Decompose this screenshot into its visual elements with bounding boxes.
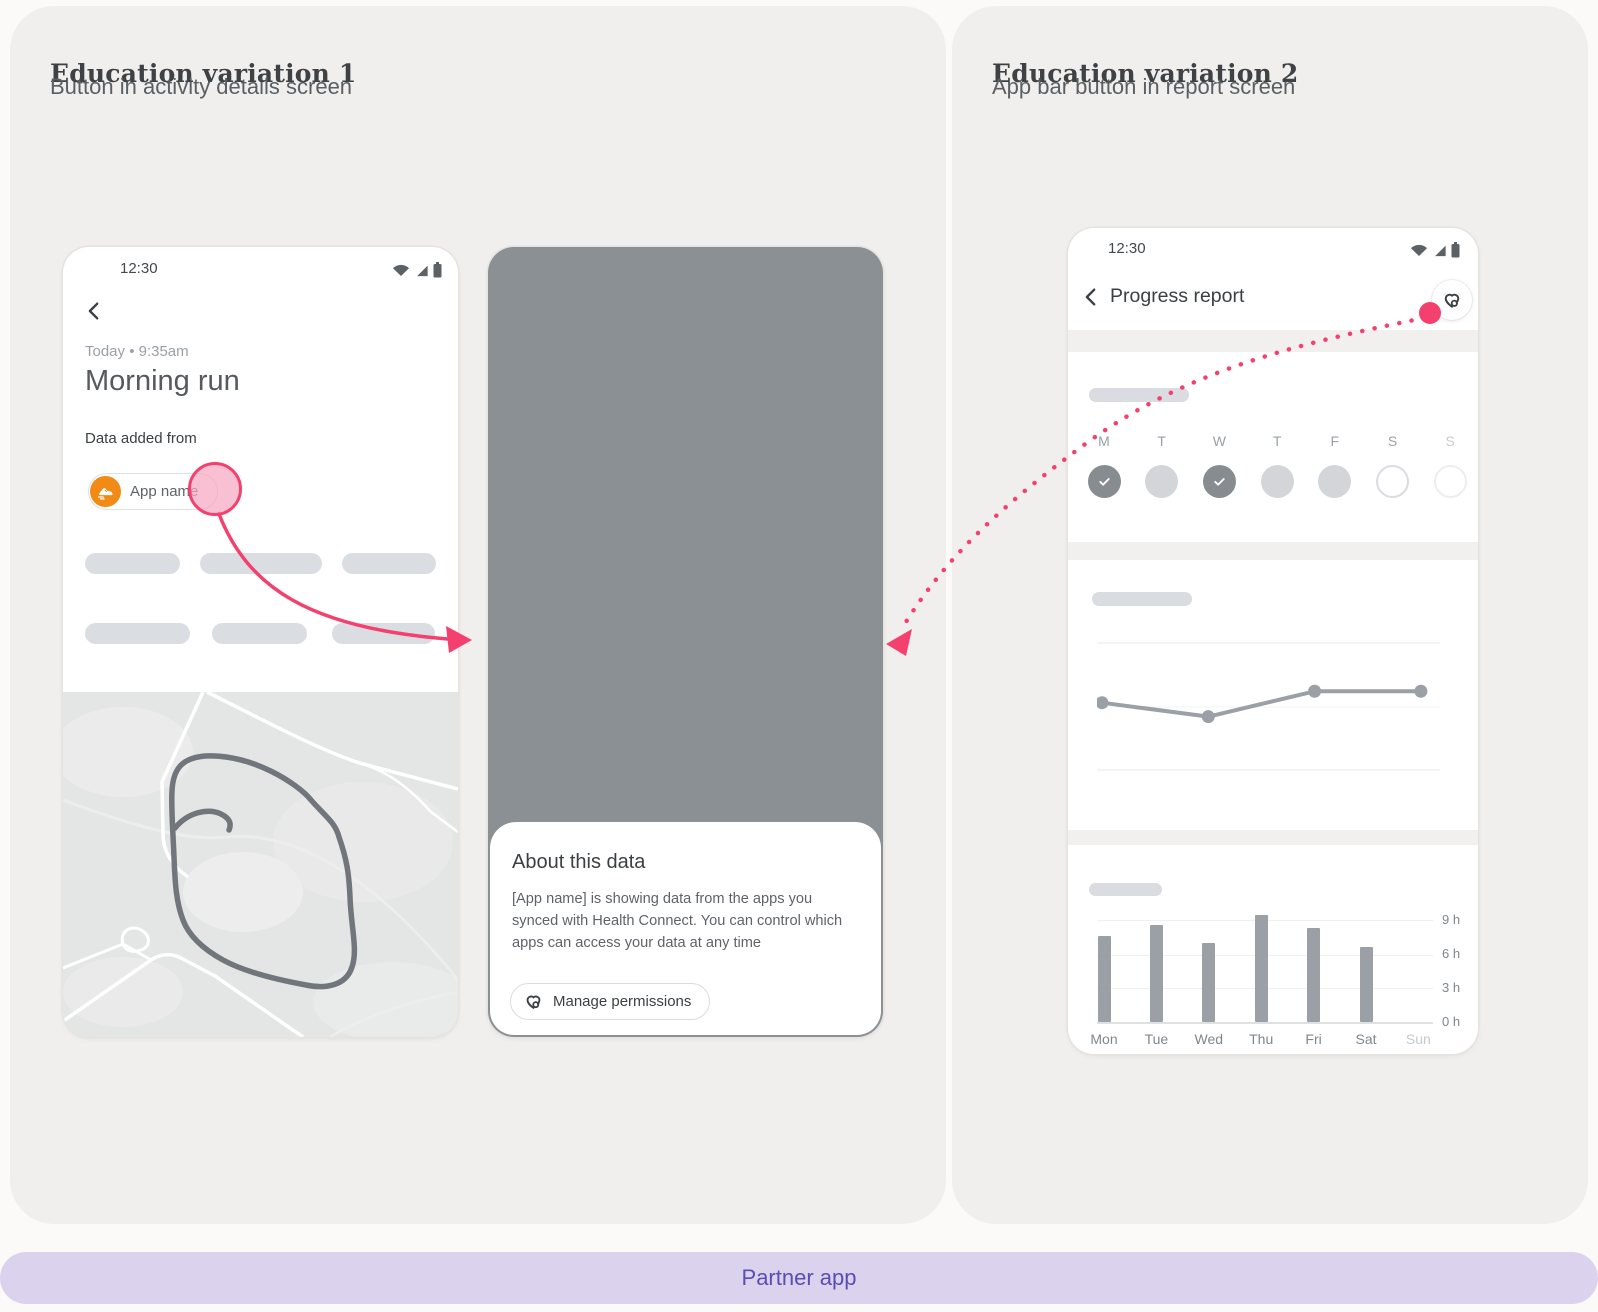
- x-axis-label: Thu: [1249, 1031, 1274, 1047]
- partner-app-bar: Partner app: [0, 1252, 1598, 1304]
- y-axis-tick: 3 h: [1442, 980, 1461, 995]
- placeholder-stat: [200, 553, 322, 574]
- app-chip-label: App name: [130, 483, 199, 500]
- status-icons: [392, 262, 442, 278]
- back-icon[interactable]: [1080, 286, 1102, 308]
- day-column: F: [1306, 433, 1364, 498]
- about-data-sheet-phone: About this data [App name] is showing da…: [488, 247, 883, 1037]
- check-icon: [1214, 478, 1225, 486]
- day-label: T: [1157, 433, 1166, 449]
- hours-bar-chart: 9 h 6 h 3 h 0 h Mon Tue Wed Thu Fri Sat Sun: [1068, 845, 1478, 1054]
- status-icons: [1410, 242, 1460, 258]
- manage-permissions-label: Manage permissions: [553, 993, 692, 1010]
- line-series: [1101, 689, 1421, 719]
- bar-tue: [1149, 924, 1163, 1022]
- placeholder-stat: [342, 553, 436, 574]
- day-label: W: [1212, 433, 1226, 449]
- battery-icon: [433, 262, 442, 278]
- placeholder-stat: [212, 623, 307, 644]
- day-circle-3[interactable]: [1202, 465, 1236, 498]
- day-column: W: [1190, 433, 1248, 498]
- day-label: S: [1387, 433, 1398, 449]
- day-column: T: [1248, 433, 1306, 498]
- cellular-signal-icon: [417, 265, 428, 277]
- placeholder-stat: [332, 623, 435, 644]
- day-column: S: [1421, 433, 1478, 498]
- bar-mon: [1097, 935, 1111, 1022]
- day-circle-5[interactable]: [1318, 465, 1352, 498]
- day-label: T: [1272, 433, 1282, 449]
- partner-app-label: Partner app: [741, 1265, 857, 1290]
- x-axis-label: Sat: [1355, 1031, 1377, 1047]
- y-axis-tick: 9 h: [1442, 912, 1461, 927]
- bar-sat: [1359, 947, 1373, 1022]
- running-shoe-icon: [90, 476, 121, 507]
- cellular-signal-icon: [1435, 245, 1446, 257]
- progress-report-phone: 12:30 Progress report M T W T F S S 9 h 6 h 3 h 0…: [1068, 228, 1478, 1054]
- back-icon[interactable]: [83, 300, 105, 322]
- sheet-body-text: [App name] is showing data from the apps…: [512, 891, 843, 951]
- axis-baseline: [1097, 1022, 1433, 1024]
- check-icon: [1098, 478, 1110, 486]
- wifi-icon: [1411, 244, 1427, 256]
- touch-indicator: [188, 462, 242, 516]
- status-time: 12:30: [1108, 240, 1146, 257]
- line-data-point: [1308, 684, 1322, 698]
- placeholder-heading: [1092, 592, 1192, 606]
- x-axis-label: Mon: [1090, 1031, 1118, 1047]
- line-data-point: [1414, 684, 1428, 698]
- data-added-from-label: Data added from: [85, 430, 197, 447]
- health-connect-icon: [526, 995, 541, 1009]
- day-circle-6[interactable]: [1376, 465, 1409, 498]
- line-data-point: [1097, 696, 1109, 710]
- wifi-icon: [393, 264, 409, 276]
- section-divider: [1068, 542, 1478, 560]
- bar-fri: [1307, 927, 1321, 1022]
- day-circle-4[interactable]: [1260, 465, 1294, 498]
- battery-icon: [1451, 242, 1460, 258]
- panel-title: Education variation 2: [992, 58, 1299, 88]
- section-divider: [1068, 330, 1478, 352]
- day-column: S: [1364, 433, 1422, 498]
- day-circle-2[interactable]: [1145, 465, 1179, 498]
- activity-timestamp: Today • 9:35am: [85, 343, 189, 360]
- activity-title: Morning run: [85, 365, 240, 397]
- x-axis-label: Sun: [1405, 1031, 1431, 1047]
- day-label: F: [1330, 433, 1340, 449]
- day-column: T: [1133, 433, 1191, 498]
- day-label: S: [1445, 433, 1455, 449]
- section-divider: [1068, 830, 1478, 845]
- run-route-path: [168, 753, 358, 990]
- status-time: 12:30: [120, 260, 158, 277]
- activity-details-phone: 12:30 Today • 9:35am Morning run Data ad…: [63, 247, 458, 1037]
- day-circle-1[interactable]: [1087, 465, 1121, 498]
- app-bar-title: Progress report: [1110, 285, 1245, 307]
- day-circle-7[interactable]: [1433, 465, 1467, 498]
- health-connect-appbar-button[interactable]: [1432, 280, 1472, 320]
- day-label: M: [1098, 433, 1110, 449]
- placeholder-heading: [1089, 883, 1162, 896]
- y-axis-tick: 0 h: [1442, 1014, 1461, 1029]
- manage-permissions-button[interactable]: Manage permissions: [510, 983, 711, 1020]
- sheet-title: About this data: [512, 851, 646, 873]
- health-connect-icon: [1444, 293, 1460, 308]
- bar-wed: [1202, 942, 1216, 1022]
- route-map: [63, 690, 458, 1037]
- trend-line-chart: [1097, 642, 1440, 771]
- x-axis-label: Fri: [1305, 1031, 1322, 1047]
- panel-title: Education variation 1: [50, 58, 357, 88]
- x-axis-label: Tue: [1144, 1031, 1169, 1047]
- line-data-point: [1201, 710, 1215, 724]
- placeholder-stat: [85, 553, 180, 574]
- panel-subtitle: Button in activity details screen: [50, 74, 353, 99]
- y-axis-tick: 6 h: [1442, 946, 1461, 961]
- x-axis-label: Wed: [1194, 1031, 1224, 1047]
- panel-subtitle: App bar button in report screen: [992, 74, 1296, 99]
- placeholder-stat: [85, 623, 190, 644]
- bar-thu: [1254, 915, 1268, 1022]
- day-column: M: [1075, 433, 1133, 498]
- about-this-data-sheet: About this data [App name] is showing da…: [490, 822, 881, 1035]
